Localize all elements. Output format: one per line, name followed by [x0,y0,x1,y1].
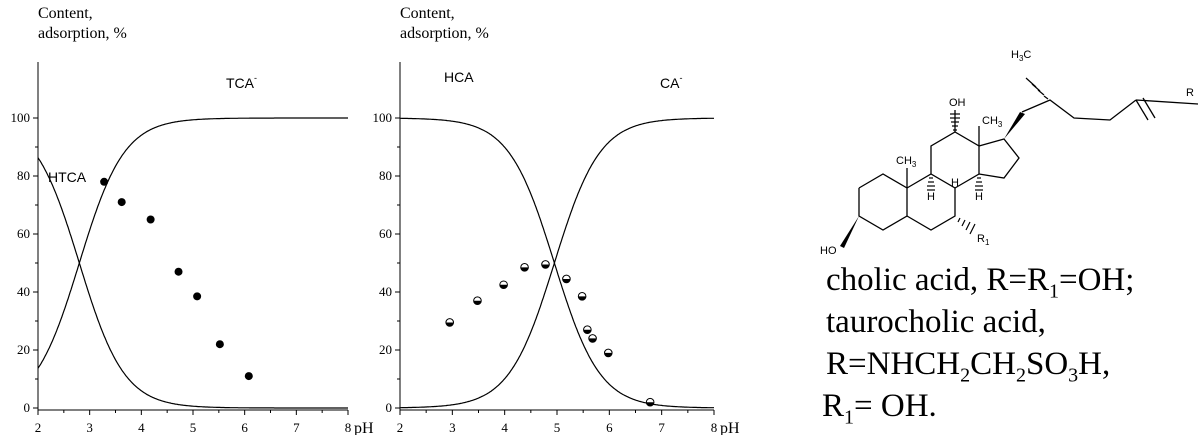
cholic-acid-structure: OH H3C CH3 CH3 H H H HO R R1 [820,49,1198,257]
caption: cholic acid, R=R1=OH; taurocholic acid, … [822,262,1198,435]
series-curve-tca [37,117,348,369]
data-point [562,274,571,284]
y-tick-label: 80 [17,168,30,183]
y-tick-label: 40 [379,284,392,299]
label-ch3-lower: CH3 [896,155,917,169]
y-tick-label: 100 [373,110,393,125]
hashed-bond-c14 [975,177,983,191]
axes [399,62,714,411]
x-tick-label: 2 [397,420,404,435]
x-axis-label: pH [354,420,374,435]
y-tick-label: 0 [24,400,31,415]
series-label-hca: HCA [444,69,474,85]
x-tick-label: 3 [449,420,456,435]
y-tick-label: 80 [379,168,392,183]
hashed-bond-c12 [950,113,960,131]
x-tick-label: 2 [35,420,42,435]
data-point [577,292,587,301]
x-tick-label: 5 [554,420,561,435]
chart-htca-tca: Content, adsorption, % 2 3 4 5 6 7 80204060801… [11,5,375,435]
series-curve-htca [37,157,348,409]
y-tick-label: 0 [386,400,393,415]
data-point [117,198,126,207]
data-point [499,280,508,290]
x-tick-label: 7 [658,420,665,435]
data-point [645,397,655,407]
y-tick-label: 20 [17,342,30,357]
data-point [445,318,455,327]
y-tick-label: 60 [17,226,30,241]
x-tick-label: 5 [190,420,197,435]
x-tick-label: 4 [501,420,508,435]
label-h-c14: H [975,191,983,203]
x-tick-label: 8 [345,420,352,435]
y-axis-label-line2: adsorption, % [38,25,127,42]
data-points [100,177,253,381]
caption-line-4: R1= OH. [822,388,937,429]
label-r1: R1 [977,233,990,247]
data-point [588,334,597,343]
chart-hca-ca: Content, adsorption, % 2 3 4 5 6 7 80204060801… [373,5,741,435]
skeleton-bonds [858,97,1198,231]
y-axis-label-line2: adsorption, % [400,25,489,42]
x-tick-label: 8 [711,420,718,435]
data-point [146,215,155,224]
data-point [520,263,529,272]
series-label-tca: TCA- [226,73,257,91]
y-axis-label-line1: Content, [38,5,93,22]
y-tick-label: 60 [379,226,392,241]
hashed-bond-c7 [957,217,976,235]
series-label-ca: CA- [660,73,682,91]
data-point [603,348,613,358]
hashed-bond-c20 [1025,77,1049,100]
caption-line-3: R=NHCH2CH2SO3H, [826,346,1111,387]
label-ch3-upper: CH3 [982,115,1003,129]
data-point [583,325,592,335]
y-axis-label-line1: Content, [400,5,455,22]
hashed-bond-c9 [927,177,935,191]
data-point [215,340,224,349]
series-curve-ca [400,117,714,409]
data-point [174,267,183,276]
curves [400,117,714,409]
x-tick-label: 6 [606,420,613,435]
curves [37,117,348,409]
x-tick-label: 6 [241,420,248,435]
y-tick-label: 100 [11,110,31,125]
data-point [100,177,109,186]
wedge-bond-c17 [1004,112,1025,139]
caption-line-1: cholic acid, R=R1=OH; [826,262,1135,303]
data-point [244,372,253,381]
x-tick-label: 3 [86,420,93,435]
caption-line-2: taurocholic acid, [826,304,1046,340]
atom-labels: OH H3C CH3 CH3 H H H HO R R1 [820,49,1194,257]
label-ho: HO [820,245,837,257]
data-points [445,260,655,407]
label-h3c: H3C [1011,49,1031,63]
x-tick-label: 7 [293,420,300,435]
data-point [541,260,550,269]
data-point [193,292,202,301]
x-tick-label: 4 [138,420,145,435]
y-tick-label: 20 [379,342,392,357]
series-curve-hca [400,117,714,409]
y-tick-label: 40 [17,284,30,299]
label-oh: OH [949,97,966,109]
label-h-c8: H [951,177,959,189]
data-point [473,296,482,306]
wedge-bond-c3 [840,216,859,248]
x-axis-label: pH [720,420,740,435]
series-label-htca: HTCA [48,169,87,185]
axes [37,62,348,411]
label-h-c9: H [927,191,935,203]
label-r: R [1186,87,1194,99]
